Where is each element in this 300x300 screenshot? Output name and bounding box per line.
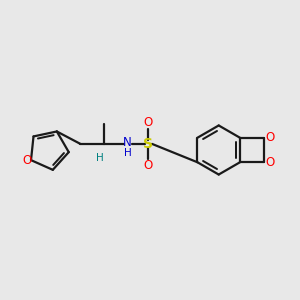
Text: S: S	[143, 137, 153, 151]
Text: O: O	[143, 116, 153, 129]
Text: O: O	[22, 154, 32, 166]
Text: N: N	[123, 136, 132, 149]
Text: H: H	[96, 153, 104, 163]
Text: O: O	[143, 159, 153, 172]
Text: O: O	[266, 156, 275, 169]
Text: H: H	[124, 148, 131, 158]
Text: O: O	[266, 131, 275, 144]
